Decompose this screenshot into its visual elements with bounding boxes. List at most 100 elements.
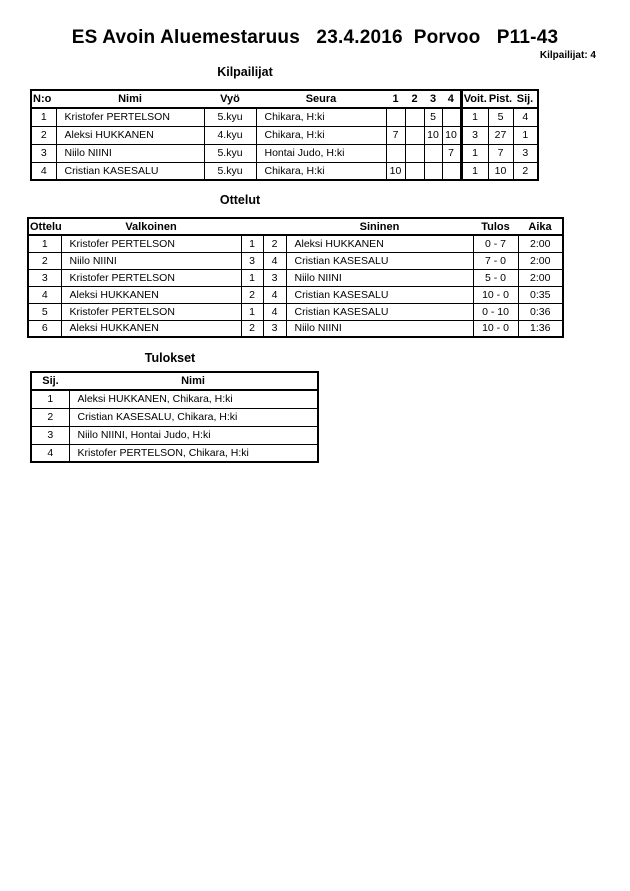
cell-name: Cristian KASESALU [55, 161, 205, 181]
col-header-club: Seura [256, 90, 386, 109]
col-header-round3: 3 [424, 90, 442, 109]
cell-belt: 5.kyu [203, 143, 257, 163]
cell-name: Niilo NIINI [55, 143, 205, 163]
cell-result: 0 - 7 [472, 234, 519, 253]
cell-white-no: 2 [240, 319, 264, 338]
col-header-points: Pist. [488, 90, 513, 109]
cell-place: 2 [512, 161, 539, 181]
cell-time: 2:00 [517, 268, 564, 287]
cell-white-no: 3 [240, 251, 264, 270]
match-row: 6 Aleksi HUKKANEN 2 3 Niilo NIINI 10 - 0… [27, 319, 564, 338]
cell-round3: 10 [423, 125, 443, 145]
col-header-name: Nimi [69, 372, 318, 391]
cell-points: 27 [487, 125, 514, 145]
col-header-blue-no [263, 218, 286, 236]
cell-no: 4 [30, 161, 57, 181]
matches-header-row: Ottelu Valkoinen Sininen Tulos Aika [28, 218, 563, 236]
cell-club: Hontai Judo, H:ki [255, 143, 387, 163]
cell-name: Aleksi HUKKANEN, Chikara, H:ki [68, 389, 319, 409]
match-row: 5 Kristofer PERTELSON 1 4 Cristian KASES… [27, 302, 564, 321]
cell-blue-no: 3 [262, 319, 287, 338]
cell-round4: 7 [441, 143, 462, 163]
competitor-row: 2 Aleksi HUKKANEN 4.kyu Chikara, H:ki 7 … [30, 125, 539, 145]
cell-time: 2:00 [517, 251, 564, 270]
cell-blue-no: 4 [262, 285, 287, 304]
cell-blue-name: Cristian KASESALU [285, 285, 474, 304]
cell-no: 3 [30, 143, 57, 163]
cell-blue-name: Niilo NIINI [285, 319, 474, 338]
col-header-wins: Voit. [459, 90, 488, 109]
col-header-place: Sij. [513, 90, 538, 109]
cell-name: Aleksi HUKKANEN [55, 125, 205, 145]
cell-points: 7 [487, 143, 514, 163]
cell-result: 10 - 0 [472, 285, 519, 304]
cell-white-no: 2 [240, 285, 264, 304]
match-row: 2 Niilo NIINI 3 4 Cristian KASESALU 7 - … [27, 251, 564, 270]
col-header-blue: Sininen [286, 218, 473, 236]
match-row: 4 Aleksi HUKKANEN 2 4 Cristian KASESALU … [27, 285, 564, 304]
cell-round1: 10 [385, 161, 406, 181]
cell-no: 1 [30, 107, 57, 127]
cell-wins: 3 [459, 125, 489, 145]
cell-result: 5 - 0 [472, 268, 519, 287]
result-row: 4 Kristofer PERTELSON, Chikara, H:ki [30, 443, 319, 463]
cell-name: Niilo NIINI, Hontai Judo, H:ki [68, 425, 319, 445]
cell-white-name: Kristofer PERTELSON [60, 234, 242, 253]
col-header-belt: Vyö [204, 90, 256, 109]
cell-place: 4 [30, 443, 70, 463]
cell-place: 1 [30, 389, 70, 409]
section-title-matches: Ottelut [219, 193, 261, 207]
cell-white-name: Aleksi HUKKANEN [60, 319, 242, 338]
cell-match-no: 2 [27, 251, 62, 270]
cell-wins: 1 [459, 143, 489, 163]
cell-belt: 5.kyu [203, 107, 257, 127]
cell-round3 [423, 161, 443, 181]
cell-club: Chikara, H:ki [255, 161, 387, 181]
cell-white-no: 1 [240, 234, 264, 253]
cell-points: 10 [487, 161, 514, 181]
cell-round2 [404, 125, 425, 145]
match-row: 3 Kristofer PERTELSON 1 3 Niilo NIINI 5 … [27, 268, 564, 287]
cell-round2 [404, 107, 425, 127]
cell-round1 [385, 107, 406, 127]
matches-table: Ottelu Valkoinen Sininen Tulos Aika 1 Kr… [27, 217, 564, 338]
cell-time: 1:36 [517, 319, 564, 338]
cell-place: 3 [30, 425, 70, 445]
col-header-round4: 4 [442, 90, 461, 109]
result-row: 3 Niilo NIINI, Hontai Judo, H:ki [30, 425, 319, 445]
cell-match-no: 6 [27, 319, 62, 338]
cell-place: 1 [512, 125, 539, 145]
col-header-round2: 2 [405, 90, 424, 109]
competitors-header-row: N:o Nimi Vyö Seura 1 2 3 4 Voit. Pist. S… [31, 90, 538, 109]
cell-name: Cristian KASESALU, Chikara, H:ki [68, 407, 319, 427]
cell-round4 [441, 107, 462, 127]
cell-result: 10 - 0 [472, 319, 519, 338]
section-title-results: Tulokset [144, 351, 196, 365]
cell-match-no: 1 [27, 234, 62, 253]
result-row: 1 Aleksi HUKKANEN, Chikara, H:ki [30, 389, 319, 409]
cell-wins: 1 [459, 161, 489, 181]
cell-place: 4 [512, 107, 539, 127]
results-header-row: Sij. Nimi [31, 372, 318, 391]
cell-white-no: 1 [240, 302, 264, 321]
cell-place: 2 [30, 407, 70, 427]
col-header-white-no [241, 218, 263, 236]
cell-white-name: Aleksi HUKKANEN [60, 285, 242, 304]
section-title-competitors: Kilpailijat [217, 65, 273, 79]
cell-blue-no: 4 [262, 251, 287, 270]
cell-blue-name: Cristian KASESALU [285, 302, 474, 321]
cell-wins: 1 [459, 107, 489, 127]
page-title: ES Avoin Aluemestaruus 23.4.2016 Porvoo … [71, 27, 559, 48]
cell-round4: 10 [441, 125, 462, 145]
cell-club: Chikara, H:ki [255, 107, 387, 127]
cell-round2 [404, 161, 425, 181]
cell-white-no: 1 [240, 268, 264, 287]
result-row: 2 Cristian KASESALU, Chikara, H:ki [30, 407, 319, 427]
cell-club: Chikara, H:ki [255, 125, 387, 145]
cell-white-name: Niilo NIINI [60, 251, 242, 270]
cell-round3: 5 [423, 107, 443, 127]
cell-belt: 4.kyu [203, 125, 257, 145]
cell-round2 [404, 143, 425, 163]
col-header-white: Valkoinen [61, 218, 241, 236]
